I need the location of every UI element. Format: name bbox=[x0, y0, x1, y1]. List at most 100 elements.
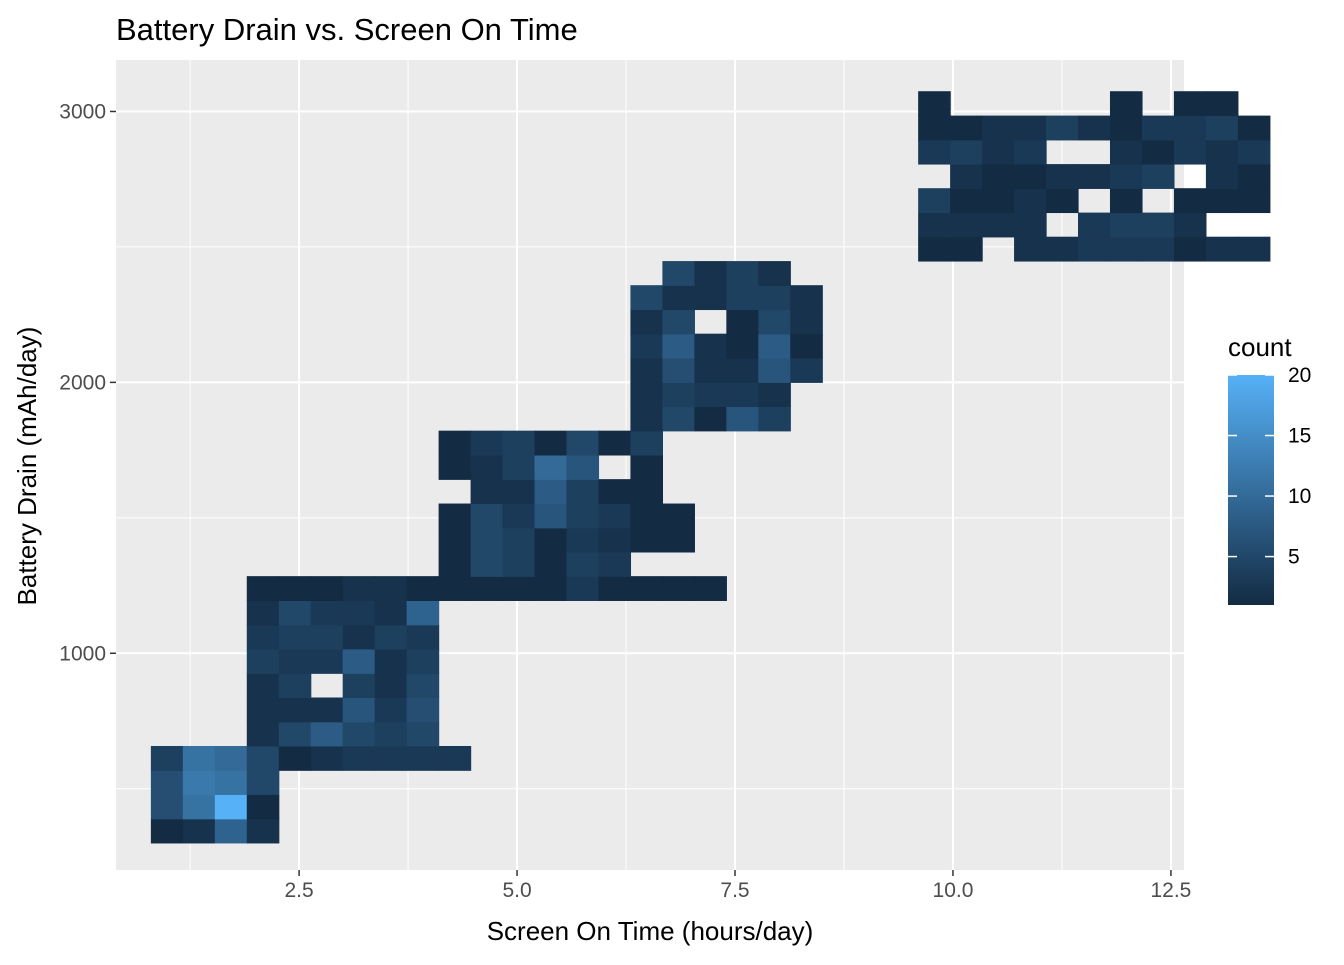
heatmap-tile bbox=[598, 503, 632, 529]
heatmap-tile bbox=[726, 261, 759, 286]
heatmap-tile bbox=[1141, 236, 1175, 262]
heatmap-tile bbox=[630, 430, 663, 456]
x-tick-label: 12.5 bbox=[1150, 879, 1191, 902]
heatmap-tile bbox=[374, 649, 408, 674]
heatmap-tile bbox=[694, 285, 727, 311]
heatmap-tile bbox=[918, 115, 951, 141]
heatmap-tile bbox=[246, 721, 280, 747]
heatmap-tile bbox=[342, 576, 376, 601]
heatmap-tile bbox=[374, 600, 408, 626]
heatmap-tile bbox=[694, 333, 727, 359]
heatmap-tile bbox=[342, 649, 376, 674]
heatmap-tile bbox=[470, 479, 504, 504]
heatmap-tile bbox=[150, 770, 184, 795]
heatmap-tile bbox=[982, 188, 1015, 214]
heatmap-tile bbox=[566, 430, 600, 456]
heatmap-tile bbox=[1237, 115, 1271, 141]
x-tick-label: 10.0 bbox=[933, 879, 974, 902]
heatmap-tile bbox=[662, 503, 695, 529]
heatmap-tile bbox=[438, 576, 472, 601]
heatmap-tile bbox=[406, 721, 440, 747]
heatmap-tile bbox=[1109, 212, 1143, 238]
heatmap-tile bbox=[278, 721, 312, 747]
heatmap-tile bbox=[662, 527, 695, 553]
heatmap-tile bbox=[374, 576, 408, 601]
heatmap-tile bbox=[982, 115, 1015, 141]
heatmap-tile bbox=[342, 600, 376, 626]
heatmap-tile bbox=[278, 624, 312, 650]
heatmap-tile bbox=[150, 745, 184, 771]
heatmap-tile bbox=[1237, 236, 1271, 262]
heatmap-tile bbox=[726, 285, 759, 311]
heatmap-tile bbox=[1014, 188, 1047, 214]
heatmap-tile bbox=[1173, 139, 1207, 165]
heatmap-tile bbox=[406, 673, 440, 698]
y-tick-label: 1000 bbox=[59, 642, 106, 665]
heatmap-tile bbox=[1141, 212, 1175, 238]
heatmap-tile bbox=[1205, 236, 1239, 262]
heatmap-tile bbox=[1141, 139, 1175, 165]
heatmap-tile bbox=[630, 285, 663, 311]
heatmap-tile bbox=[630, 309, 663, 335]
heatmap-tile bbox=[758, 333, 791, 359]
heatmap-tile bbox=[1141, 115, 1175, 141]
heatmap-tile bbox=[246, 576, 280, 601]
heatmap-tile bbox=[502, 576, 536, 601]
heatmap-tile bbox=[278, 697, 312, 723]
heatmap-tile bbox=[150, 818, 184, 844]
heatmap-tile bbox=[662, 576, 695, 601]
heatmap-tile bbox=[1014, 139, 1047, 165]
legend-break-label: 20 bbox=[1288, 364, 1311, 387]
heatmap-tile bbox=[310, 600, 344, 626]
heatmap-tile bbox=[694, 261, 727, 286]
heatmap-tile bbox=[342, 745, 376, 771]
heatmap-tile bbox=[1046, 188, 1079, 214]
x-tick-label: 5.0 bbox=[502, 879, 531, 902]
heatmap-tile bbox=[630, 576, 663, 601]
heatmap-tile bbox=[758, 309, 791, 335]
legend-break-label: 10 bbox=[1288, 485, 1311, 508]
heatmap-tile bbox=[342, 697, 376, 723]
heatmap-tile bbox=[182, 745, 216, 771]
heatmap-tile bbox=[982, 139, 1015, 165]
heatmap-tile bbox=[758, 382, 791, 408]
heatmap-tile bbox=[598, 552, 632, 577]
heatmap-tile bbox=[310, 745, 344, 771]
heatmap-tile bbox=[566, 552, 600, 577]
heatmap-tile bbox=[1237, 164, 1271, 189]
heatmap-tile bbox=[278, 649, 312, 674]
heatmap-tile bbox=[566, 503, 600, 529]
heatmap-tile bbox=[438, 745, 472, 771]
heatmap-tile bbox=[246, 649, 280, 674]
heatmap-tile bbox=[598, 576, 632, 601]
heatmap-tile bbox=[1078, 115, 1111, 141]
heatmap-tile bbox=[310, 649, 344, 674]
heatmap-tile bbox=[1078, 236, 1111, 262]
heatmap-tile bbox=[662, 358, 695, 383]
heatmap-tile bbox=[438, 527, 472, 553]
heatmap-tile bbox=[1237, 188, 1271, 214]
heatmap-tile bbox=[374, 673, 408, 698]
heatmap-tile bbox=[342, 673, 376, 698]
heatmap-tile bbox=[438, 455, 472, 480]
heatmap-tile bbox=[662, 406, 695, 432]
y-tick-label: 3000 bbox=[59, 100, 106, 123]
heatmap-tile bbox=[1046, 164, 1079, 189]
heatmap-tile bbox=[1173, 115, 1207, 141]
heatmap-tile bbox=[1205, 139, 1239, 165]
heatmap-tile bbox=[278, 600, 312, 626]
heatmap-tile bbox=[278, 745, 312, 771]
heatmap-tile bbox=[470, 503, 504, 529]
heatmap-tile bbox=[1109, 236, 1143, 262]
heatmap-tile bbox=[950, 236, 983, 262]
heatmap-tile bbox=[662, 285, 695, 311]
heatmap-tile bbox=[1014, 115, 1047, 141]
heatmap-tile bbox=[694, 406, 727, 432]
heatmap-tile bbox=[598, 430, 632, 456]
heatmap-tile bbox=[150, 794, 184, 820]
heatmap-tile bbox=[406, 624, 440, 650]
heatmap-tile bbox=[502, 503, 536, 529]
heatmap-tile bbox=[406, 697, 440, 723]
heatmap-tile bbox=[1205, 115, 1239, 141]
